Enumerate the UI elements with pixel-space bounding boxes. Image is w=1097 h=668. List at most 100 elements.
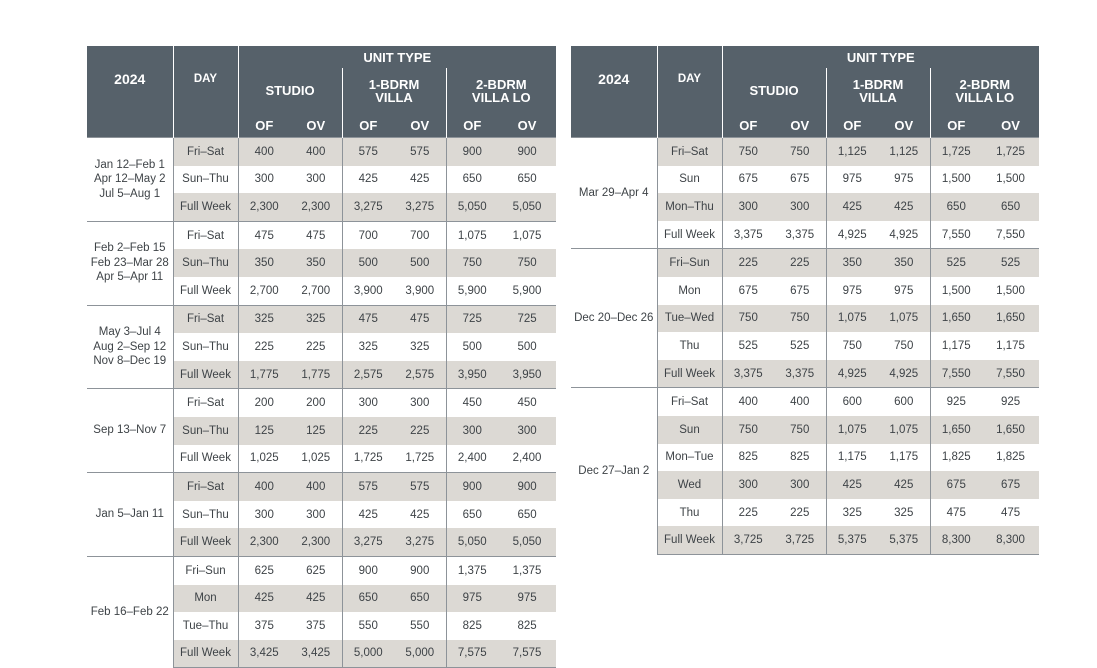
of-rate-cell: 475 bbox=[341, 304, 394, 334]
of-rate-cell: 4,925 bbox=[825, 220, 878, 249]
ov-rate-cell: 1,725 bbox=[405, 452, 435, 465]
ov-rate-cell: 575 bbox=[394, 472, 446, 501]
of-rate-cell: 550 bbox=[341, 612, 394, 640]
ov-rate-cell: 650 bbox=[517, 508, 537, 521]
ov-rate-cell: 5,900 bbox=[512, 284, 542, 297]
of-rate-cell: 5,900 bbox=[445, 276, 498, 306]
day-cell: Fri–Sun bbox=[172, 555, 238, 585]
ov-rate-cell: 450 bbox=[498, 388, 557, 417]
of-rate-cell: 125 bbox=[237, 416, 290, 445]
table-row: Sun 750 750 1,075 1,075 1,650 1,650 bbox=[571, 415, 1040, 444]
of-rate-cell: 450 bbox=[445, 388, 498, 417]
day-cell: Sun–Thu bbox=[172, 416, 238, 445]
ov-header: OV bbox=[394, 113, 446, 138]
ov-header: OV bbox=[290, 113, 342, 138]
ov-rate-cell: 1,825 bbox=[996, 451, 1025, 464]
ov-rate-cell: 750 bbox=[498, 249, 557, 277]
ov-rate-cell: 1,075 bbox=[878, 415, 930, 444]
rate-table-right: 2024 DAY UNIT TYPE STUDIO 1-BDRM VILLA 2… bbox=[571, 46, 1040, 555]
of-rate-cell: 475 bbox=[237, 220, 290, 250]
ov-rate-cell: 925 bbox=[982, 387, 1040, 416]
of-rate-cell: 5,050 bbox=[445, 528, 498, 557]
of-rate-cell: 300 bbox=[237, 500, 290, 529]
table-body: Jan 12–Feb 1 Apr 12–May 2 Jul 5–Aug 1 Fri–S… bbox=[87, 136, 557, 668]
of-rate-cell: 3,375 bbox=[721, 359, 774, 388]
ov-rate-cell: 750 bbox=[774, 415, 826, 444]
of-rate-cell: 400 bbox=[237, 136, 290, 166]
table-row: Thu 525 525 750 750 1,175 1,175 bbox=[571, 332, 1039, 360]
of-rate-cell: 1,025 bbox=[237, 444, 290, 473]
of-header: OF bbox=[825, 113, 878, 138]
ov-rate-cell: 650 bbox=[394, 584, 446, 613]
day-cell: Full Week bbox=[172, 193, 238, 222]
date-range-cell: Mar 29–Apr 4 bbox=[571, 136, 657, 249]
ov-rate-cell: 475 bbox=[1000, 506, 1021, 519]
of-rate-cell: 1,650 bbox=[929, 304, 982, 333]
of-rate-cell: 300 bbox=[445, 416, 498, 445]
ov-rate-cell: 3,900 bbox=[405, 284, 435, 297]
table-row: Dec 27–Jan 2 Fri–Sat 400 400 600 600 925 925 bbox=[571, 387, 1040, 555]
of-rate-cell: 325 bbox=[825, 498, 878, 527]
ov-rate-cell: 3,275 bbox=[394, 528, 446, 557]
ov-rate-cell: 425 bbox=[410, 508, 430, 521]
day-cell: Mon bbox=[656, 276, 722, 305]
ov-rate-cell: 550 bbox=[410, 619, 430, 632]
date-range-cell: Feb 2–Feb 15 Feb 23–Mar 28 Apr 5–Apr 11 bbox=[87, 220, 173, 306]
of-rate-cell: 3,275 bbox=[341, 193, 394, 222]
table-row: Full Week 2,300 2,300 3,275 3,275 5,050 5,050 bbox=[87, 528, 557, 557]
date-range: Jan 12–Feb 1 bbox=[94, 158, 165, 171]
of-rate-cell: 300 bbox=[341, 388, 394, 417]
ov-rate-cell: 300 bbox=[306, 508, 326, 521]
table-row: Full Week 3,375 3,375 4,925 4,925 7,550 7,550 bbox=[571, 220, 1039, 249]
ov-rate-cell: 425 bbox=[878, 193, 930, 221]
ov-rate-cell: 900 bbox=[394, 555, 446, 585]
day-cell: Full Week bbox=[172, 444, 238, 473]
date-range-cell: Dec 27–Jan 2 bbox=[571, 387, 657, 555]
ov-rate-cell: 1,500 bbox=[996, 284, 1025, 297]
ov-rate-cell: 3,725 bbox=[774, 526, 826, 555]
ov-rate-cell: 750 bbox=[774, 304, 826, 333]
day-cell: Sun–Thu bbox=[172, 249, 238, 277]
of-rate-cell: 1,075 bbox=[445, 220, 498, 250]
of-rate-cell: 225 bbox=[721, 498, 774, 527]
day-cell: Sun bbox=[656, 415, 722, 444]
ov-rate-cell: 825 bbox=[517, 619, 537, 632]
ov-rate-cell: 225 bbox=[790, 506, 810, 519]
table-row: Full Week 1,775 1,775 2,575 2,575 3,950 3,950 bbox=[87, 360, 557, 389]
table-row: Full Week 2,300 2,300 3,275 3,275 5,050 5,050 bbox=[87, 193, 557, 222]
ov-rate-cell: 975 bbox=[894, 173, 914, 186]
ov-rate-cell: 4,925 bbox=[878, 359, 930, 388]
day-cell: Fri–Sat bbox=[172, 304, 238, 334]
of-rate-cell: 1,500 bbox=[929, 276, 982, 305]
ov-rate-cell: 325 bbox=[290, 304, 342, 334]
table-header: 2024 DAY UNIT TYPE STUDIO 1-BDRM VILLA 2… bbox=[571, 46, 1040, 138]
ov-rate-cell: 975 bbox=[498, 584, 557, 613]
day-cell: Mon–Thu bbox=[656, 193, 722, 221]
table-row: Thu 225 225 325 325 475 475 bbox=[571, 498, 1039, 527]
ov-rate-cell: 1,650 bbox=[982, 304, 1040, 333]
ov-rate-cell: 300 bbox=[774, 471, 826, 499]
of-rate-cell: 650 bbox=[445, 165, 498, 194]
ov-rate-cell: 3,275 bbox=[394, 193, 446, 222]
day-subheader-blank bbox=[656, 113, 722, 138]
ov-rate-cell: 700 bbox=[394, 220, 446, 250]
ov-rate-cell: 1,025 bbox=[301, 452, 331, 465]
two-bedroom-villa-lo-header: 2-BDRM VILLA LO bbox=[929, 68, 1040, 113]
table-row: Full Week 3,725 3,725 5,375 5,375 8,300 8,300 bbox=[571, 526, 1040, 555]
of-rate-cell: 975 bbox=[825, 165, 878, 194]
ov-rate-cell: 1,725 bbox=[982, 136, 1040, 166]
table-row: Sun–Thu 125 125 225 225 300 300 bbox=[87, 416, 557, 445]
date-range: Jan 5–Jan 11 bbox=[95, 508, 164, 521]
ov-header: OV bbox=[774, 113, 826, 138]
day-cell: Sun–Thu bbox=[172, 500, 238, 529]
of-rate-cell: 400 bbox=[237, 472, 290, 501]
of-rate-cell: 750 bbox=[445, 249, 498, 277]
ov-rate-cell: 500 bbox=[394, 249, 446, 277]
of-rate-cell: 200 bbox=[237, 388, 290, 417]
of-rate-cell: 1,075 bbox=[825, 415, 878, 444]
ov-rate-cell: 2,400 bbox=[512, 452, 542, 465]
ov-rate-cell: 1,175 bbox=[996, 339, 1025, 352]
ov-rate-cell: 300 bbox=[306, 173, 326, 186]
ov-rate-cell: 5,375 bbox=[878, 526, 930, 555]
of-rate-cell: 825 bbox=[721, 443, 774, 472]
